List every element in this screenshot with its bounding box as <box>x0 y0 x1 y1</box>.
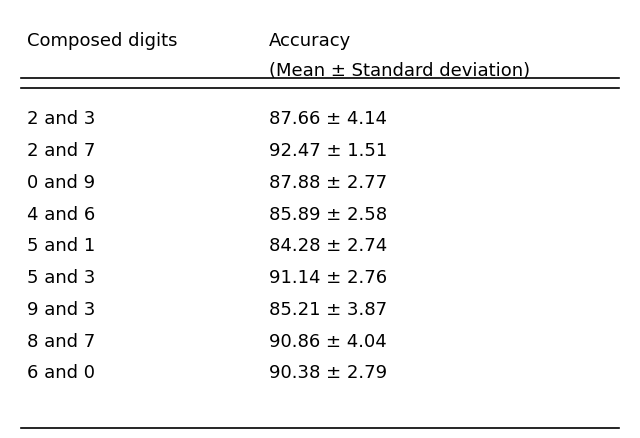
Text: 85.21 ± 3.87: 85.21 ± 3.87 <box>269 301 387 319</box>
Text: Accuracy: Accuracy <box>269 32 351 50</box>
Text: 90.86 ± 4.04: 90.86 ± 4.04 <box>269 332 387 350</box>
Text: 91.14 ± 2.76: 91.14 ± 2.76 <box>269 269 387 287</box>
Text: 8 and 7: 8 and 7 <box>27 332 95 350</box>
Text: 0 and 9: 0 and 9 <box>27 174 95 192</box>
Text: 5 and 3: 5 and 3 <box>27 269 95 287</box>
Text: 2 and 3: 2 and 3 <box>27 110 95 128</box>
Text: 85.89 ± 2.58: 85.89 ± 2.58 <box>269 205 387 223</box>
Text: 4 and 6: 4 and 6 <box>27 205 95 223</box>
Text: 90.38 ± 2.79: 90.38 ± 2.79 <box>269 364 387 382</box>
Text: 5 and 1: 5 and 1 <box>27 237 95 255</box>
Text: 6 and 0: 6 and 0 <box>27 364 95 382</box>
Text: 2 and 7: 2 and 7 <box>27 142 95 160</box>
Text: Composed digits: Composed digits <box>27 32 177 50</box>
Text: 87.88 ± 2.77: 87.88 ± 2.77 <box>269 174 387 192</box>
Text: (Mean ± Standard deviation): (Mean ± Standard deviation) <box>269 62 530 80</box>
Text: 9 and 3: 9 and 3 <box>27 301 95 319</box>
Text: 84.28 ± 2.74: 84.28 ± 2.74 <box>269 237 387 255</box>
Text: 87.66 ± 4.14: 87.66 ± 4.14 <box>269 110 387 128</box>
Text: 92.47 ± 1.51: 92.47 ± 1.51 <box>269 142 387 160</box>
